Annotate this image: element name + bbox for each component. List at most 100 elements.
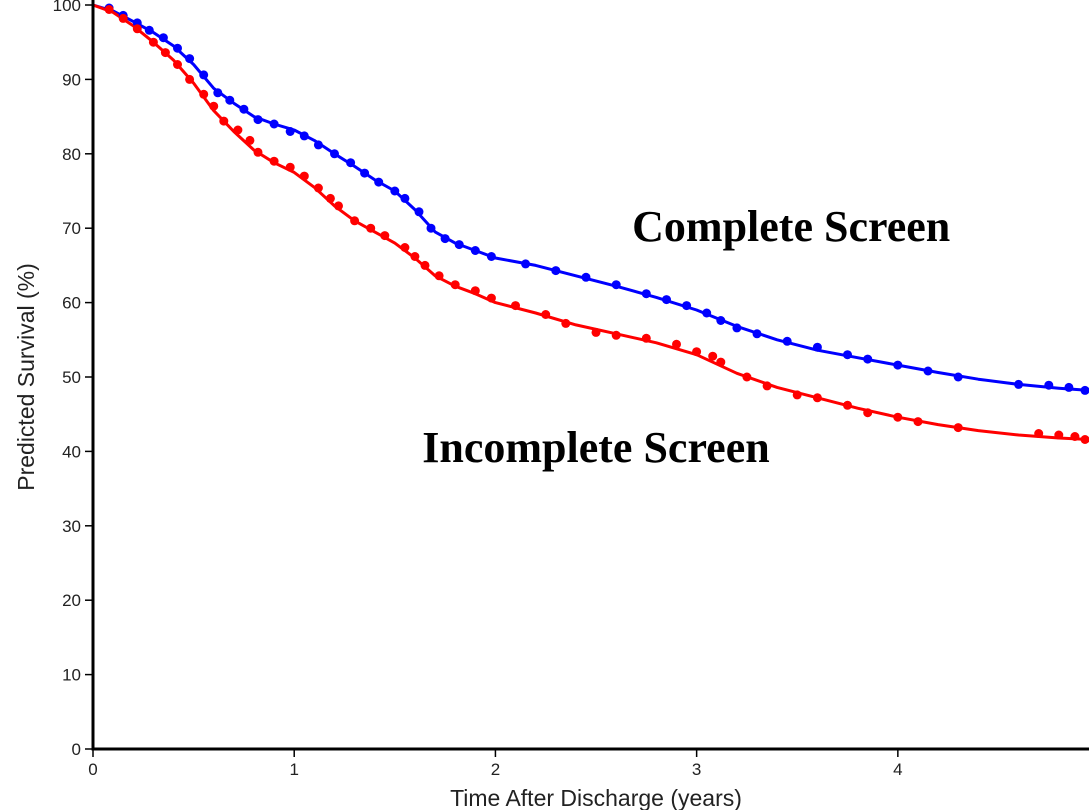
point-complete-screen [752,329,762,339]
x-tick-label: 3 [692,760,701,779]
point-incomplete-screen [611,330,621,340]
point-incomplete-screen [672,339,681,349]
point-complete-screen [426,223,436,233]
point-incomplete-screen [148,37,158,47]
point-complete-screen [213,88,223,98]
point-incomplete-screen [285,162,295,172]
point-complete-screen [199,70,209,80]
point-incomplete-screen [716,357,726,367]
point-incomplete-screen [366,223,376,233]
point-incomplete-screen [118,13,128,23]
point-complete-screen [716,316,726,325]
point-incomplete-screen [541,310,551,319]
point-incomplete-screen [692,347,702,357]
point-incomplete-screen [434,271,444,281]
point-complete-screen [158,33,168,43]
point-incomplete-screen [350,216,360,226]
point-complete-screen [239,104,249,114]
point-complete-screen [953,372,963,382]
point-incomplete-screen [173,60,182,69]
point-incomplete-screen [843,400,852,410]
y-tick-label: 40 [62,442,81,461]
point-complete-screen [173,43,182,53]
point-incomplete-screen [199,89,209,99]
point-complete-screen [581,272,591,282]
point-complete-screen [551,266,561,276]
point-complete-screen [1044,380,1054,390]
point-incomplete-screen [132,24,142,34]
point-complete-screen [144,25,154,35]
point-incomplete-screen [104,5,114,14]
annotation-incomplete-screen: Incomplete Screen [422,423,769,472]
point-complete-screen [313,140,323,150]
point-incomplete-screen [762,381,772,391]
point-incomplete-screen [1070,432,1080,441]
point-incomplete-screen [410,252,420,261]
point-incomplete-screen [591,327,601,337]
point-incomplete-screen [313,183,323,193]
point-complete-screen [285,127,295,136]
point-incomplete-screen [953,423,963,433]
point-complete-screen [470,246,480,255]
y-tick-label: 0 [72,740,81,759]
x-tick-label: 4 [893,760,902,779]
point-incomplete-screen [486,293,496,303]
point-complete-screen [414,207,424,217]
point-incomplete-screen [742,372,752,382]
data-points [104,3,1089,444]
point-incomplete-screen [269,156,279,166]
y-tick-label: 100 [53,0,81,15]
point-complete-screen [893,360,903,370]
point-incomplete-screen [1034,429,1044,438]
point-complete-screen [330,149,339,159]
point-incomplete-screen [792,390,802,400]
point-complete-screen [346,158,356,168]
point-complete-screen [843,350,852,360]
point-complete-screen [682,301,692,311]
y-tick-label: 50 [62,368,81,387]
point-incomplete-screen [1080,435,1089,444]
point-incomplete-screen [511,301,520,311]
point-incomplete-screen [708,351,718,361]
point-incomplete-screen [253,147,263,157]
y-tick-label: 60 [62,294,81,313]
point-complete-screen [812,342,822,352]
point-complete-screen [225,95,235,105]
x-axis-title: Time After Discharge (years) [450,785,742,810]
point-complete-screen [253,115,263,125]
point-complete-screen [390,186,400,196]
annotation-complete-screen: Complete Screen [632,202,950,251]
point-incomplete-screen [334,201,343,211]
point-incomplete-screen [219,116,229,126]
x-tick-label: 2 [491,760,500,779]
point-incomplete-screen [893,412,903,422]
y-tick-label: 80 [62,145,81,164]
point-incomplete-screen [160,48,170,58]
point-incomplete-screen [913,417,923,427]
y-axis-ticks: 0 10 20 30 40 50 60 70 80 90 100 [53,0,93,759]
point-complete-screen [702,308,712,318]
point-incomplete-screen [299,171,309,181]
x-axis-ticks: 0 1 2 3 4 [88,749,903,779]
point-complete-screen [1064,382,1074,392]
point-complete-screen [782,336,792,346]
point-incomplete-screen [641,333,651,343]
point-complete-screen [641,289,651,299]
point-incomplete-screen [233,125,243,135]
point-incomplete-screen [245,135,255,145]
point-complete-screen [863,354,873,364]
point-complete-screen [1080,385,1089,395]
point-complete-screen [440,234,450,244]
point-incomplete-screen [1054,430,1064,440]
point-complete-screen [360,168,370,178]
point-complete-screen [1014,379,1024,389]
y-tick-label: 10 [62,666,81,685]
point-incomplete-screen [209,101,219,111]
point-complete-screen [662,295,671,305]
point-complete-screen [454,240,464,250]
y-tick-label: 30 [62,517,81,536]
point-incomplete-screen [561,318,571,328]
point-complete-screen [732,323,742,333]
point-complete-screen [486,252,496,261]
